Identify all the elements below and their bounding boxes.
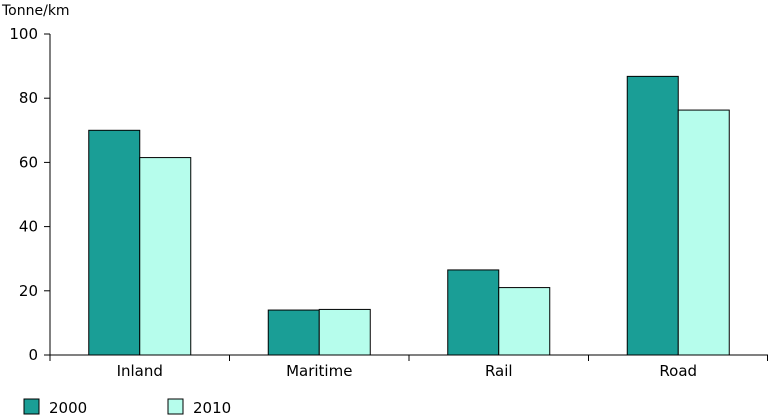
category-label: Road <box>659 362 697 380</box>
bar-rail-2010 <box>498 287 551 356</box>
bar-road-2010 <box>677 109 730 356</box>
x-axis <box>49 354 768 361</box>
legend: 2000 2010 <box>23 398 231 417</box>
bar-road-2000 <box>626 75 679 356</box>
legend-swatch <box>167 398 184 415</box>
y-tick-label: 20 <box>19 282 38 300</box>
y-axis-label: Tonne/km <box>1 3 70 19</box>
category-label: Rail <box>485 362 513 380</box>
bar-maritime-2010 <box>318 308 371 356</box>
bar-maritime-2000 <box>267 309 320 356</box>
y-tick-label: 60 <box>19 153 38 171</box>
y-tick-label: 0 <box>28 346 38 364</box>
y-axis: 0 20 40 60 80 100 <box>9 25 51 364</box>
legend-label: 2000 <box>49 399 87 417</box>
legend-label: 2010 <box>193 399 231 417</box>
bar-inland-2000 <box>88 129 141 356</box>
bar-inland-2010 <box>139 157 192 356</box>
category-label: Inland <box>117 362 163 380</box>
bar-rail-2000 <box>447 269 500 356</box>
y-tick-label: 100 <box>9 25 38 43</box>
y-tick-label: 40 <box>19 218 38 236</box>
category-label: Maritime <box>286 362 352 380</box>
category-labels: Inland Maritime Rail Road <box>117 362 697 380</box>
legend-swatch <box>23 398 40 415</box>
bars <box>88 75 730 356</box>
y-tick-label: 80 <box>19 89 38 107</box>
